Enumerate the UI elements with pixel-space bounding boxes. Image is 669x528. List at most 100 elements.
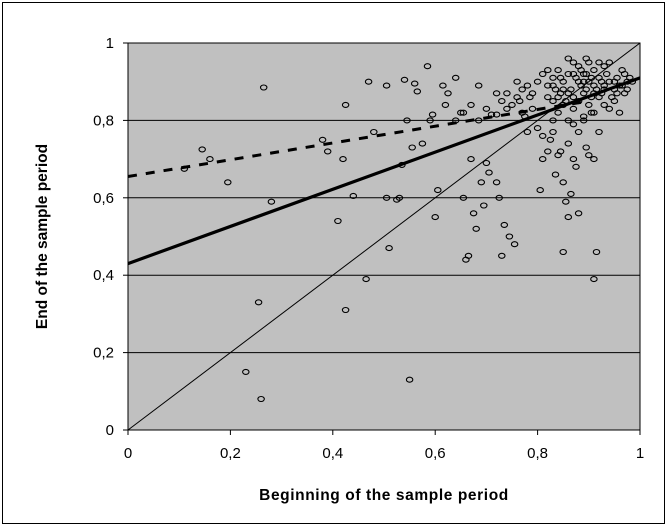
data-point: [538, 156, 547, 163]
data-point: [267, 198, 276, 205]
data-point: [549, 82, 557, 89]
data-point: [605, 78, 614, 85]
trend-lines: [127, 42, 641, 431]
data-point: [564, 70, 573, 78]
data-point: [564, 117, 573, 124]
data-point: [485, 169, 493, 176]
data-point: [403, 117, 411, 124]
data-point: [574, 210, 583, 217]
data-point: [569, 121, 578, 128]
data-point: [528, 90, 537, 97]
data-point: [224, 179, 232, 186]
x-tick-label: 0,8: [527, 445, 548, 462]
axes: [123, 42, 641, 435]
data-point: [559, 86, 567, 93]
data-point: [254, 299, 263, 306]
data-point: [592, 248, 601, 256]
data-point: [582, 86, 590, 93]
data-point: [349, 192, 358, 199]
data-point: [341, 306, 350, 314]
data-point: [382, 82, 391, 89]
x-tick-label: 0,6: [425, 445, 446, 462]
data-point: [408, 144, 416, 151]
data-point: [564, 214, 573, 221]
data-point: [595, 128, 603, 136]
data-point: [559, 179, 567, 186]
data-point: [610, 98, 619, 105]
data-point: [472, 225, 480, 232]
data-point: [518, 86, 526, 93]
data-point: [536, 187, 544, 194]
data-point: [477, 179, 486, 186]
data-point: [600, 101, 608, 108]
data-point: [513, 78, 521, 85]
data-point: [492, 111, 501, 118]
data-point: [538, 70, 547, 78]
y-axis-title: End of the sample period: [34, 144, 51, 329]
data-point: [613, 90, 621, 97]
data-point: [585, 59, 593, 66]
data-point: [495, 194, 503, 201]
data-point: [500, 221, 509, 228]
data-point: [410, 80, 419, 87]
data-point: [508, 101, 516, 108]
data-point: [198, 146, 206, 153]
data-point: [549, 74, 557, 81]
data-point: [562, 198, 570, 205]
data-point: [459, 109, 468, 116]
data-point: [544, 94, 552, 101]
x-tick-label: 0: [124, 445, 132, 462]
data-point: [385, 245, 393, 252]
x-tick-label: 0,2: [220, 445, 241, 462]
data-point: [554, 109, 562, 116]
data-point: [474, 117, 483, 124]
data-point: [528, 105, 537, 112]
data-point: [605, 59, 614, 66]
data-point: [523, 82, 532, 89]
data-point: [370, 128, 378, 136]
data-point: [451, 74, 460, 81]
data-point: [480, 202, 488, 209]
data-point: [559, 248, 567, 256]
data-point: [574, 128, 583, 136]
data-point: [339, 156, 347, 163]
data-point: [418, 140, 427, 147]
data-point: [482, 159, 491, 167]
data-point: [623, 86, 631, 93]
data-point: [341, 101, 350, 108]
data-point: [549, 98, 557, 105]
data-point: [400, 76, 409, 83]
data-point: [334, 217, 342, 225]
y-tick-label: 0,2: [93, 345, 114, 362]
data-point: [428, 111, 437, 118]
data-point: [503, 105, 511, 112]
data-point: [259, 84, 268, 91]
data-point: [597, 78, 606, 85]
data-point: [595, 59, 603, 66]
data-point: [382, 194, 391, 201]
data-point: [554, 94, 562, 101]
x-tick-label: 1: [636, 445, 644, 462]
data-point: [551, 171, 560, 178]
data-point: [464, 252, 473, 259]
y-tick-label: 0,6: [93, 190, 114, 207]
data-point: [505, 233, 514, 240]
data-point: [556, 74, 565, 81]
data-point: [569, 70, 578, 78]
data-point: [510, 241, 519, 248]
data-point: [579, 78, 588, 85]
trend-line-thick-solid: [127, 76, 641, 266]
data-point: [585, 152, 593, 159]
data-point: [549, 117, 557, 124]
data-point: [590, 276, 598, 283]
data-point: [362, 276, 370, 283]
data-point: [590, 67, 598, 74]
data-point: [492, 90, 501, 97]
data-point: [467, 156, 475, 163]
data-point: [600, 63, 608, 70]
y-tick-labels: 0 0,2 0,4 0,6 0,8 1: [93, 35, 114, 439]
y-tick-label: 1: [106, 35, 114, 52]
gridlines: [128, 42, 640, 354]
y-tick-label: 0,4: [93, 267, 114, 284]
